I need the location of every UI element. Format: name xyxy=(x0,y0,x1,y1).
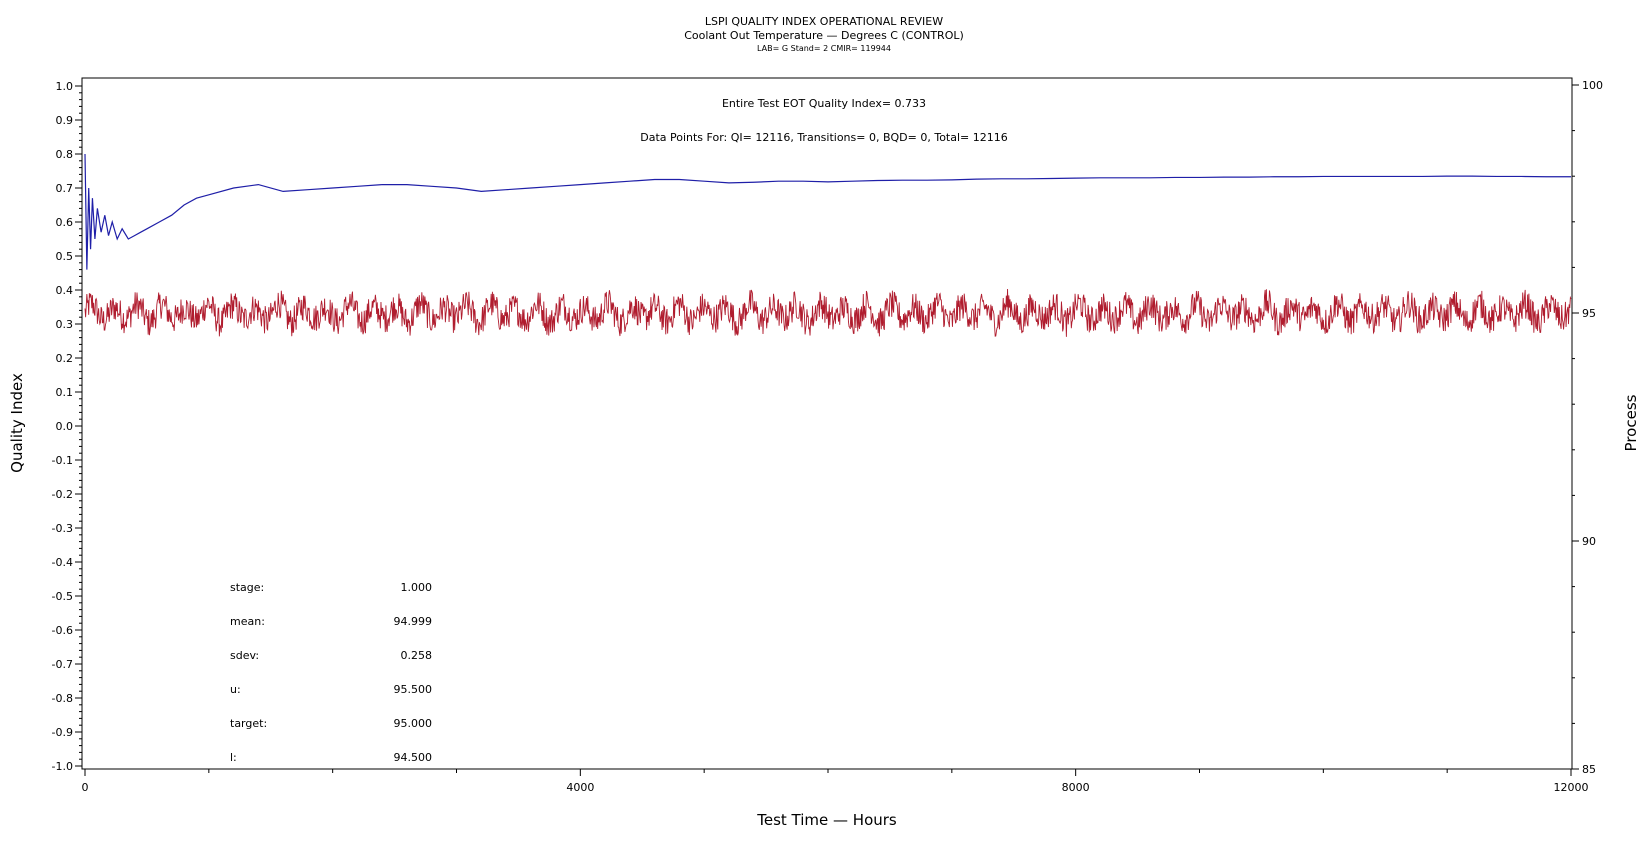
y-left-tick-label: -0.6 xyxy=(52,624,73,637)
stat-label: target: xyxy=(230,717,267,730)
stat-value: 94.999 xyxy=(394,615,433,628)
y-left-tick-label: 0.8 xyxy=(56,148,74,161)
y-left-tick-label: -0.5 xyxy=(52,590,73,603)
y-left-tick-label: 1.0 xyxy=(56,80,74,93)
y-left-tick-label: -1.0 xyxy=(52,760,73,773)
stat-value: 94.500 xyxy=(394,751,433,764)
stat-value: 95.500 xyxy=(394,683,433,696)
axes-group: 1.0 0.9 0.8 0.7 0.6 0.5 0.4 0.3 0.2 0.1 0.0 -0.1 -0.… xyxy=(52,79,1603,794)
eot-quality-index-annotation: Entire Test EOT Quality Index= 0.733 xyxy=(722,97,926,110)
y-right-tick-label: 85 xyxy=(1582,763,1596,776)
quality-index-series-line xyxy=(84,153,1571,270)
y-right-tick-label: 90 xyxy=(1582,535,1596,548)
stat-label: u: xyxy=(230,683,241,696)
data-points-annotation: Data Points For: QI= 12116, Transitions=… xyxy=(640,131,1008,144)
y-right-tick-label: 100 xyxy=(1582,79,1603,92)
x-axis-title: Test Time — Hours xyxy=(756,811,897,829)
y-left-tick-label: 0.5 xyxy=(56,250,74,263)
chart-subtitle: Coolant Out Temperature — Degrees C (CON… xyxy=(684,29,964,42)
y-axis-title-right: Process xyxy=(1622,394,1640,451)
y-left-tick-label: -0.9 xyxy=(52,726,73,739)
stat-label: sdev: xyxy=(230,649,259,662)
y-left-tick-label: -0.4 xyxy=(52,556,73,569)
y-axis-title-left: Quality Index xyxy=(8,373,26,473)
y-right-tick-label: 95 xyxy=(1582,307,1596,320)
y-left-tick-label: -0.1 xyxy=(52,454,73,467)
y-left-tick-label: 0.3 xyxy=(56,318,74,331)
series-group xyxy=(84,153,1572,337)
y-left-tick-label: -0.8 xyxy=(52,692,73,705)
y-left-tick-label: -0.3 xyxy=(52,522,73,535)
x-tick-label: 0 xyxy=(82,781,89,794)
y-left-tick-label: 0.1 xyxy=(56,386,74,399)
stat-label: stage: xyxy=(230,581,264,594)
stats-table: stage: 1.000 mean: 94.999 sdev: 0.258 u: 95.500… xyxy=(230,581,432,764)
chart-title: LSPI QUALITY INDEX OPERATIONAL REVIEW xyxy=(705,15,943,28)
y-left-tick-label: 0.7 xyxy=(56,182,74,195)
x-tick-label: 12000 xyxy=(1554,781,1589,794)
x-tick-label: 4000 xyxy=(566,781,594,794)
x-tick-label: 8000 xyxy=(1062,781,1090,794)
y-left-tick-label: -0.2 xyxy=(52,488,73,501)
stat-label: l: xyxy=(230,751,237,764)
stat-value: 0.258 xyxy=(401,649,433,662)
stat-value: 1.000 xyxy=(401,581,433,594)
y-left-tick-label: 0.6 xyxy=(56,216,74,229)
y-left-tick-label: 0.9 xyxy=(56,114,74,127)
y-left-tick-label: 0.4 xyxy=(56,284,74,297)
stat-value: 95.000 xyxy=(394,717,433,730)
y-left-tick-label: -0.7 xyxy=(52,658,73,671)
plot-frame xyxy=(81,77,1573,770)
process-series-line xyxy=(84,289,1572,337)
chart-subtitle-meta: LAB= G Stand= 2 CMIR= 119944 xyxy=(757,44,891,53)
stat-label: mean: xyxy=(230,615,265,628)
y-left-tick-label: 0.0 xyxy=(56,420,74,433)
y-left-tick-label: 0.2 xyxy=(56,352,74,365)
